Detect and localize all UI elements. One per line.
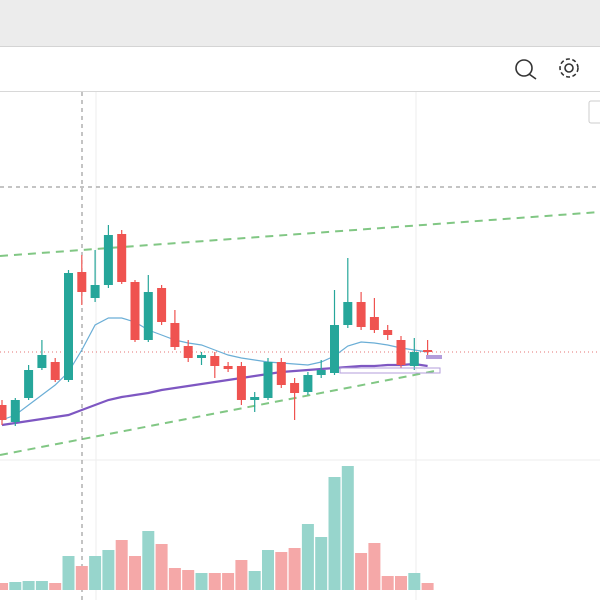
volume-bar (75, 566, 88, 590)
volume-bar (129, 556, 141, 590)
candle-body (90, 285, 100, 298)
candle-body (64, 273, 73, 380)
moving-average (1, 362, 428, 427)
volume-bar (328, 477, 341, 590)
candle-body (316, 370, 326, 375)
candle-body (356, 302, 366, 327)
candle-body (330, 325, 339, 373)
candle-body (37, 355, 47, 368)
volume-bar (395, 576, 407, 590)
candle-body (117, 234, 127, 282)
candle-body (10, 400, 20, 422)
volume-bar (195, 573, 208, 590)
replay-icon[interactable] (515, 59, 533, 77)
volume-bar (0, 583, 8, 590)
candle-body (276, 362, 286, 385)
volume-bar (341, 466, 354, 590)
candle-body (0, 405, 7, 420)
volume-bar (182, 570, 195, 590)
volume-bar (9, 582, 22, 590)
candle-body (263, 362, 273, 398)
browser-bar (0, 0, 600, 47)
marker (426, 355, 442, 359)
candle-body (77, 272, 87, 292)
volume-bar (142, 531, 155, 590)
candle-body (396, 340, 406, 365)
grid (0, 92, 600, 600)
volume-bar (275, 552, 288, 590)
volume-bar (49, 583, 62, 590)
candle-body (170, 323, 180, 347)
candle-body (223, 366, 233, 369)
volume-bar (35, 581, 48, 590)
settings-gear (559, 58, 579, 78)
settings-icon[interactable] (564, 63, 574, 73)
volume-bar (208, 573, 221, 590)
trend-line (0, 369, 441, 456)
volume-bar (89, 556, 102, 590)
volume-bar (315, 537, 328, 590)
volume-bar (288, 548, 301, 590)
candle-body (383, 330, 393, 335)
candle-body (103, 235, 113, 285)
volume-bar (235, 560, 248, 590)
volume-bar (155, 544, 168, 590)
volume-bar (168, 568, 181, 590)
candle-body (236, 366, 246, 400)
marker (339, 367, 441, 374)
volume-bar (368, 543, 381, 590)
volume-bar (381, 576, 394, 590)
volume-bar (62, 556, 75, 590)
candle-body (409, 352, 419, 366)
toolbar-icons (515, 58, 579, 80)
volume-bar (222, 573, 235, 590)
volume-bar (248, 571, 261, 590)
volume-bar (301, 524, 314, 590)
candle-body (143, 292, 153, 340)
volume-bar (408, 573, 421, 590)
trend-line (0, 211, 600, 257)
volume-bar (115, 540, 128, 590)
volume-bar (262, 550, 274, 590)
scale-button[interactable] (588, 100, 600, 124)
candle-body (423, 350, 433, 352)
plot (0, 225, 434, 590)
candle-body (290, 383, 300, 393)
toolbar (0, 47, 600, 92)
candle-body (369, 317, 379, 330)
candle-body (50, 362, 60, 380)
candle-body (24, 370, 34, 398)
candle-body (303, 375, 313, 392)
candle-body (250, 397, 260, 400)
volume-bar (22, 581, 35, 590)
candle-body (210, 356, 220, 366)
replay-icon-tail (528, 73, 537, 80)
volume-bar (102, 550, 115, 590)
volume-bar (421, 583, 434, 590)
volume-bar (355, 553, 368, 590)
candle-body (197, 355, 206, 358)
candle-body (157, 288, 167, 322)
candle-body (343, 302, 353, 325)
candle-body (130, 282, 140, 340)
candle-body (183, 346, 193, 358)
